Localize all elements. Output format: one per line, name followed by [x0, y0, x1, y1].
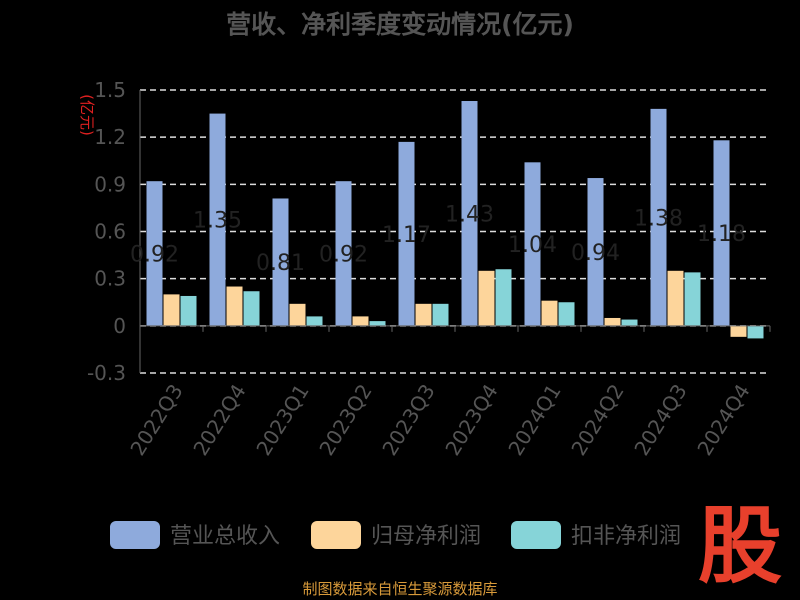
y-tick-label: 1.5	[94, 78, 126, 102]
bar-value-label: 1.04	[508, 233, 557, 258]
legend-label: 扣非净利润	[571, 524, 681, 549]
legend-label: 归母净利润	[371, 524, 481, 549]
bar-value-label: 0.81	[256, 251, 305, 276]
bar-value-label: 1.43	[445, 202, 494, 227]
legend-swatch	[110, 521, 160, 549]
bar	[352, 316, 369, 326]
bar-value-label: 0.94	[571, 241, 620, 266]
legend-swatch	[311, 521, 361, 549]
bar	[495, 269, 512, 326]
x-tick-label: 2023Q3	[377, 380, 439, 460]
bar	[747, 325, 764, 339]
bar	[415, 303, 432, 326]
y-tick-label: 0.6	[94, 220, 126, 244]
bar-value-label: 1.35	[193, 209, 242, 234]
x-tick-label: 2024Q3	[629, 380, 691, 460]
bar-value-label: 0.92	[130, 243, 179, 268]
watermark-logo: 股	[697, 497, 782, 595]
bar	[621, 319, 638, 326]
bar	[432, 303, 449, 326]
source-footnote: 制图数据来自恒生聚源数据库	[302, 580, 498, 598]
x-tick-label: 2024Q4	[692, 380, 754, 460]
bar-value-label: 1.17	[382, 223, 431, 248]
bar	[243, 291, 260, 326]
bar	[684, 272, 701, 326]
x-tick-label: 2024Q1	[503, 380, 565, 460]
bar	[209, 113, 226, 326]
bar-value-label: 1.18	[697, 222, 746, 247]
x-tick-label: 2023Q1	[251, 380, 313, 460]
bar	[226, 286, 243, 326]
bar	[289, 303, 306, 326]
y-tick-label: 1.2	[94, 125, 126, 149]
bar	[398, 141, 415, 326]
x-tick-label: 2022Q3	[125, 380, 187, 460]
bar-value-label: 0.92	[319, 243, 368, 268]
bar	[146, 181, 163, 326]
y-tick-label: 0	[113, 314, 126, 338]
data-labels: 0.92 1.35 0.81 0.92 1.17 1.43 1.04 0.94 1.38 1.18	[130, 202, 746, 276]
bar	[650, 108, 667, 326]
bar	[180, 295, 197, 326]
y-tick-label: 0.3	[94, 267, 126, 291]
bar	[478, 270, 495, 326]
x-tick-label: 2022Q4	[188, 380, 250, 460]
bar	[713, 140, 730, 326]
bar	[541, 300, 558, 326]
legend-label: 营业总收入	[170, 524, 280, 549]
bars	[146, 101, 764, 339]
bar	[369, 321, 386, 326]
bar	[461, 101, 478, 326]
bar	[558, 302, 575, 326]
legend: 营业总收入 归母净利润 扣非净利润	[110, 521, 681, 549]
bar	[587, 178, 604, 326]
bar	[604, 317, 621, 326]
x-tick-label: 2023Q2	[314, 380, 376, 460]
y-tick-label: -0.3	[87, 361, 126, 385]
bar	[524, 162, 541, 326]
y-tick-label: 0.9	[94, 172, 126, 196]
bar	[163, 294, 180, 326]
bar	[730, 325, 747, 337]
bar	[306, 316, 323, 326]
x-tick-label: 2024Q2	[566, 380, 628, 460]
x-tick-label: 2023Q4	[440, 380, 502, 460]
bar	[272, 198, 289, 326]
y-axis-label: (亿元)	[78, 94, 96, 136]
chart-title: 营收、净利季度变动情况(亿元)	[226, 10, 574, 39]
bar	[667, 270, 684, 326]
legend-swatch	[511, 521, 561, 549]
bar-value-label: 1.38	[634, 206, 683, 231]
bar	[335, 181, 352, 326]
